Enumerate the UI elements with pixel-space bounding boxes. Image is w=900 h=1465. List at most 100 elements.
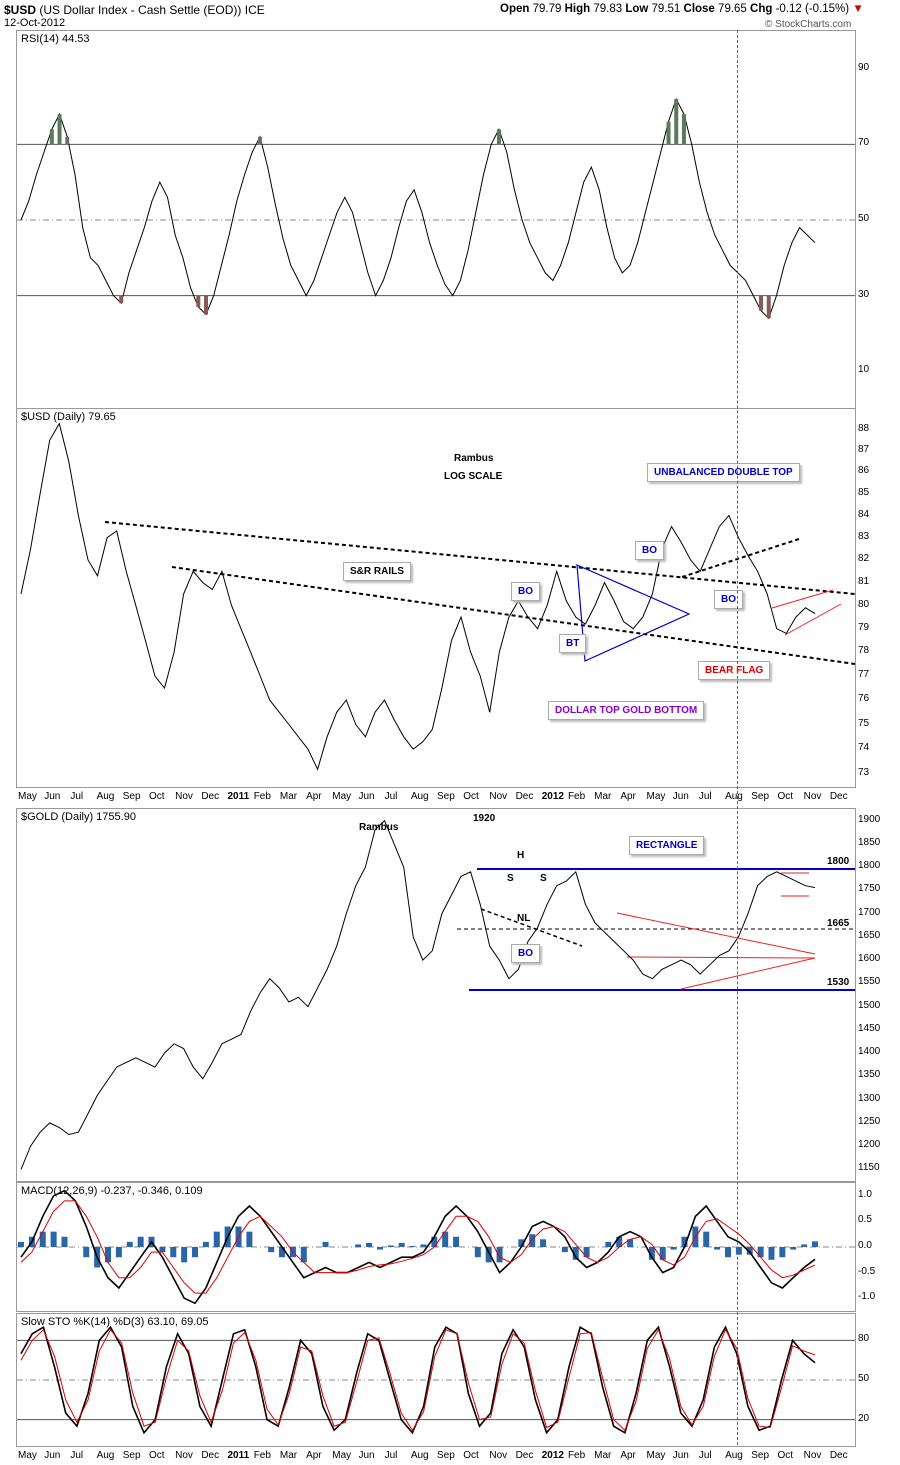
macd-histogram-bar <box>790 1247 797 1250</box>
rsi-overbought-fill <box>49 129 54 145</box>
hs-head: H <box>517 850 525 861</box>
macd-histogram-bar <box>39 1231 46 1247</box>
y-tick-label: 1650 <box>858 929 881 941</box>
rambus-gold: Rambus <box>359 822 399 833</box>
x-axis-top-tick-label: Jul <box>698 791 712 802</box>
rsi-overbought-fill <box>65 136 70 145</box>
y-tick-label: 80 <box>858 598 870 610</box>
series-line-2-0 <box>20 819 816 1170</box>
x-axis-bottom-tick-label: Mar <box>594 1450 612 1461</box>
macd-histogram-bar <box>801 1244 808 1247</box>
rsi-overbought-fill <box>257 136 262 145</box>
macd-title: MACD(12,26,9) -0.237, -0.346, 0.109 <box>21 1185 203 1197</box>
macd-histogram-bar <box>627 1239 634 1247</box>
hs-left-shoulder: S <box>507 873 514 884</box>
macd-histogram-bar <box>137 1236 144 1247</box>
x-axis-bottom-tick-label: Apr <box>306 1450 322 1461</box>
x-axis-top-tick-label: Aug <box>725 791 743 802</box>
y-tick-label: 1800 <box>858 860 881 872</box>
sto-title: Slow STO %K(14) %D(3) 63.10, 69.05 <box>21 1316 209 1328</box>
usd-title: $USD (Daily) 79.65 <box>21 411 116 423</box>
macd-histogram-bar <box>561 1247 568 1253</box>
series-line-3-0 <box>20 1189 816 1305</box>
y-tick-label: 83 <box>858 530 870 542</box>
x-axis-top-tick-label: May <box>646 791 666 802</box>
x-axis-top-tick-label: Dec <box>829 791 848 802</box>
rambus-usd: Rambus <box>454 453 494 464</box>
bo-label-2: BO <box>635 541 664 560</box>
x-axis-top-tick-label: Jun <box>44 791 61 802</box>
y-tick-label: 81 <box>858 575 870 587</box>
x-axis-bottom-tick-label: May <box>332 1450 352 1461</box>
macd-histogram-bar <box>812 1241 818 1247</box>
chart-date: 12-Oct-2012 <box>4 17 66 29</box>
x-axis-top-tick-label: Jul <box>384 791 398 802</box>
x-axis-top-tick-label: May <box>332 791 352 802</box>
x-axis-top-tick-label: 2012 <box>541 791 564 802</box>
log-scale: LOG SCALE <box>444 471 503 482</box>
level-1665: 1665 <box>827 918 850 929</box>
macd-histogram-bar <box>757 1247 764 1258</box>
x-axis-bottom-tick-label: 2011 <box>227 1450 250 1461</box>
x-axis-top-tick-label: Dec <box>515 791 534 802</box>
x-axis-top-tick-label: 2011 <box>227 791 250 802</box>
neckline-label: NL <box>517 913 531 924</box>
x-axis-bottom-tick-label: Aug <box>725 1450 743 1461</box>
y-tick-label: 50 <box>858 213 870 224</box>
macd-histogram-bar <box>518 1239 525 1247</box>
y-tick-label: 80 <box>858 1333 870 1345</box>
x-axis-bottom-tick-label: Aug <box>96 1450 115 1461</box>
x-axis-bottom-tick-label: Dec <box>515 1450 534 1461</box>
y-tick-label: 84 <box>858 508 870 520</box>
y-tick-label: 1900 <box>858 813 881 825</box>
macd-histogram-bar <box>202 1241 209 1247</box>
y-tick-label: 1300 <box>858 1092 881 1104</box>
unbalanced-double-top: UNBALANCED DOUBLE TOP <box>647 463 800 482</box>
macd-histogram-bar <box>583 1247 590 1258</box>
bear-flag-upper <box>771 589 834 609</box>
macd-histogram-bar <box>398 1242 405 1247</box>
macd-histogram-bar <box>616 1236 623 1247</box>
macd-histogram-bar <box>355 1244 362 1247</box>
bear-flag-lower <box>784 603 842 636</box>
bo-gold-label: BO <box>511 944 540 963</box>
series-line-1-0 <box>20 422 816 771</box>
macd-histogram-bar <box>61 1236 68 1247</box>
macd-histogram-bar <box>779 1247 786 1258</box>
x-axis-top-tick-label: Apr <box>620 791 636 802</box>
macd-histogram-bar <box>648 1247 655 1260</box>
x-axis-bottom-tick-label: Nov <box>803 1450 822 1461</box>
y-tick-label: 1750 <box>858 883 881 895</box>
x-axis-top-tick-label: Mar <box>594 791 612 802</box>
x-axis-bottom-tick-label: Sep <box>751 1450 770 1461</box>
series-line-4-1 <box>20 1328 816 1432</box>
y-tick-label: 1250 <box>858 1115 881 1127</box>
x-axis-bottom-tick-label: Apr <box>620 1450 636 1461</box>
macd-panel: MACD(12,26,9) -0.237, -0.346, 0.109 <box>16 1182 856 1312</box>
macd-histogram-bar <box>213 1231 220 1247</box>
gold-1920-label: 1920 <box>473 813 496 824</box>
x-axis-top-tick-label: Jul <box>70 791 84 802</box>
x-axis-bottom-tick-label: Jul <box>70 1450 84 1461</box>
macd-histogram-bar <box>724 1247 731 1258</box>
bear-flag-label: BEAR FLAG <box>698 661 771 680</box>
macd-histogram-bar <box>50 1231 57 1247</box>
y-tick-label: 86 <box>858 465 870 477</box>
macd-histogram-bar <box>485 1247 492 1263</box>
x-axis-bottom-tick-label: Oct <box>148 1450 165 1461</box>
x-axis-bottom-tick-label: Mar <box>279 1450 298 1461</box>
macd-histogram-bar <box>605 1241 612 1247</box>
blue-triangle <box>576 564 691 662</box>
y-tick-label: 82 <box>858 553 870 564</box>
macd-histogram-bar <box>376 1247 383 1250</box>
macd-histogram-bar <box>703 1231 710 1247</box>
rsi-overbought-fill <box>666 121 671 145</box>
x-axis-top-tick-label: Dec <box>201 791 220 802</box>
x-axis-top-tick-label: Jun <box>672 791 689 802</box>
y-tick-label: 1850 <box>858 836 881 848</box>
y-tick-label: 1.0 <box>858 1188 872 1200</box>
macd-histogram-bar <box>529 1234 536 1247</box>
macd-histogram-bar <box>126 1241 133 1247</box>
series-line-0-0 <box>20 97 816 320</box>
red-triangle-upper <box>616 912 816 955</box>
